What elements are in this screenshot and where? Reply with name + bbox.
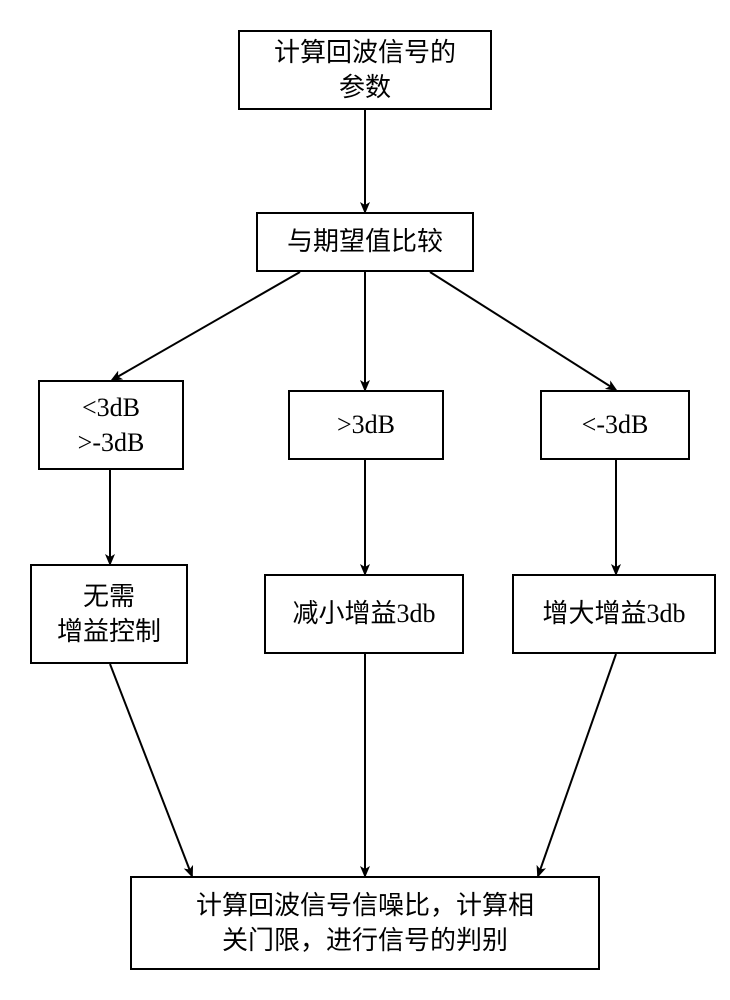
edges-layer	[0, 0, 730, 1000]
node-act-dec: 减小增益3db	[264, 574, 464, 654]
node-cond-mid-range-label: <3dB >-3dB	[78, 390, 145, 460]
node-cond-lt: <-3dB	[540, 390, 690, 460]
node-act-inc-label: 增大增益3db	[542, 596, 685, 631]
node-act-none: 无需 增益控制	[30, 564, 188, 664]
edge-act_none-to-final	[110, 664, 192, 876]
node-cond-mid-range: <3dB >-3dB	[38, 380, 184, 470]
node-final-label: 计算回波信号信噪比，计算相 关门限，进行信号的判别	[196, 888, 534, 958]
node-compare: 与期望值比较	[256, 212, 474, 272]
edge-act_inc-to-final	[538, 654, 616, 876]
node-compare-label: 与期望值比较	[287, 224, 443, 259]
node-start-label: 计算回波信号的 参数	[274, 35, 456, 105]
node-cond-lt-label: <-3dB	[582, 407, 649, 442]
flowchart-canvas: 计算回波信号的 参数 与期望值比较 <3dB >-3dB >3dB <-3dB …	[0, 0, 730, 1000]
node-cond-gt: >3dB	[288, 390, 444, 460]
node-act-none-label: 无需 增益控制	[57, 579, 161, 649]
node-start: 计算回波信号的 参数	[238, 30, 492, 110]
edge-compare-to-cond_lt	[430, 272, 616, 390]
node-act-inc: 增大增益3db	[512, 574, 716, 654]
edge-compare-to-cond_mid_range	[112, 272, 300, 380]
node-cond-gt-label: >3dB	[337, 407, 395, 442]
node-final: 计算回波信号信噪比，计算相 关门限，进行信号的判别	[130, 876, 600, 970]
node-act-dec-label: 减小增益3db	[292, 596, 435, 631]
